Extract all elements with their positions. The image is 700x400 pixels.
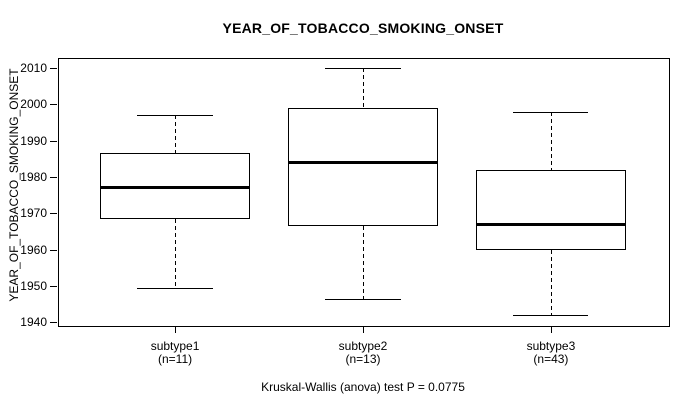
y-axis-tick xyxy=(50,322,57,324)
y-tick-label: 2000 xyxy=(20,97,47,112)
y-tick-label: 2010 xyxy=(20,60,47,75)
x-axis-label-subtype2: subtype2 xyxy=(338,339,388,353)
y-tick-label: 1960 xyxy=(20,242,47,257)
y-axis-tick xyxy=(50,67,57,69)
stat-test-caption: Kruskal-Wallis (anova) test P = 0.0775 xyxy=(261,380,465,394)
y-axis-tick xyxy=(50,213,57,215)
whisker-cap-lower-subtype1 xyxy=(137,287,213,289)
median-line-subtype2 xyxy=(287,161,439,164)
median-line-subtype1 xyxy=(99,186,251,190)
y-axis-tick xyxy=(50,104,57,106)
x-axis-sublabel-subtype1: (n=11) xyxy=(157,352,193,366)
y-tick-label: 1940 xyxy=(20,315,47,330)
x-axis-sublabel-subtype2: (n=13) xyxy=(345,352,381,366)
box-subtype3 xyxy=(475,169,627,250)
y-axis-tick xyxy=(50,286,57,288)
median-line-subtype3 xyxy=(475,222,627,226)
y-axis-tick xyxy=(50,249,57,251)
y-tick-label: 1970 xyxy=(20,206,47,221)
x-axis-tick-subtype1 xyxy=(175,326,177,333)
whisker-cap-lower-subtype3 xyxy=(513,315,589,317)
box-subtype2 xyxy=(287,107,439,227)
y-axis-tick xyxy=(50,177,57,179)
y-tick-label: 1980 xyxy=(20,170,47,185)
y-tick-label: 1990 xyxy=(20,133,47,148)
x-axis-label-subtype3: subtype3 xyxy=(526,339,576,353)
box-subtype1 xyxy=(99,153,251,219)
whisker-lower-subtype1 xyxy=(175,218,177,288)
whisker-lower-subtype3 xyxy=(550,249,552,316)
whisker-lower-subtype2 xyxy=(363,226,364,299)
whisker-upper-subtype1 xyxy=(175,115,177,154)
x-axis-sublabel-subtype3: (n=43) xyxy=(533,352,569,366)
whisker-upper-subtype3 xyxy=(550,111,552,170)
whisker-upper-subtype2 xyxy=(363,67,364,108)
whisker-cap-lower-subtype2 xyxy=(325,298,401,300)
whisker-cap-upper-subtype3 xyxy=(513,111,589,113)
whisker-cap-upper-subtype2 xyxy=(325,67,401,69)
x-axis-label-subtype1: subtype1 xyxy=(150,339,200,353)
whisker-cap-upper-subtype1 xyxy=(137,115,213,117)
chart-title: YEAR_OF_TOBACCO_SMOKING_ONSET xyxy=(222,20,504,36)
x-axis-tick-subtype2 xyxy=(363,326,364,333)
y-axis-tick xyxy=(50,140,57,142)
x-axis-tick-subtype3 xyxy=(550,326,552,333)
y-tick-label: 1950 xyxy=(20,279,47,294)
